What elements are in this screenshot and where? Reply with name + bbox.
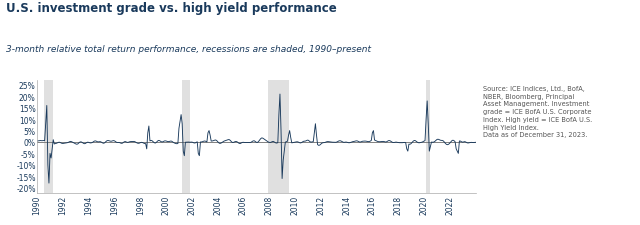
Bar: [44, 81, 53, 194]
Text: Source: ICE Indices, Ltd., BofA,
NBER, Bloomberg, Principal
Asset Management. In: Source: ICE Indices, Ltd., BofA, NBER, B…: [483, 86, 593, 138]
Bar: [426, 81, 430, 194]
Bar: [182, 81, 189, 194]
Text: U.S. investment grade vs. high yield performance: U.S. investment grade vs. high yield per…: [6, 2, 337, 15]
Text: 3-month relative total return performance, recessions are shaded, 1990–present: 3-month relative total return performanc…: [6, 45, 371, 54]
Bar: [268, 81, 289, 194]
